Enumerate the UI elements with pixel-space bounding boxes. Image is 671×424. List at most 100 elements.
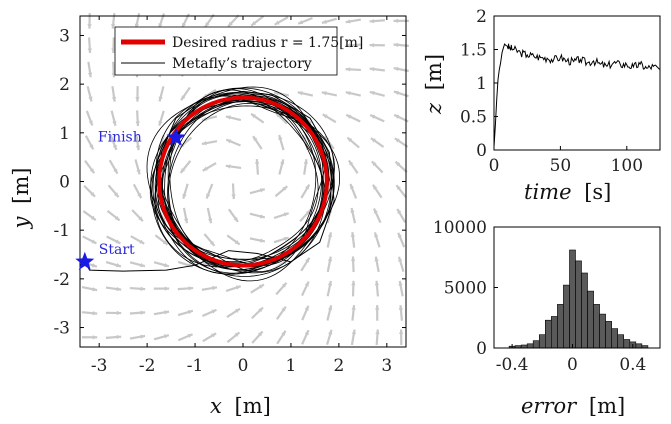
field-arrow-head xyxy=(135,121,140,126)
histogram-bar xyxy=(593,304,600,349)
trajectory-ylabel-unit: [m] xyxy=(9,168,33,204)
field-arrow-head xyxy=(235,285,241,290)
histogram-bar xyxy=(563,284,570,349)
field-arrow-head xyxy=(116,310,122,316)
field-arrow-head xyxy=(92,287,98,292)
field-arrow-head xyxy=(350,232,356,237)
field-arrow-head xyxy=(274,20,280,25)
trajectory-ytick-label: -3 xyxy=(53,319,70,339)
field-arrow-head xyxy=(298,20,304,25)
field-arrow-head xyxy=(88,96,93,102)
field-arrow-head xyxy=(369,90,375,96)
trajectory-xtick-label: -1 xyxy=(187,356,204,376)
histogram-bar xyxy=(617,334,625,349)
trajectory-xlabel-var: x xyxy=(210,394,222,418)
field-arrow-head xyxy=(188,286,194,291)
field-arrow-head xyxy=(370,114,376,119)
field-arrow-head xyxy=(275,112,281,118)
error-histogram: -0.4 0 0.4 0 5000 10000 error [m] xyxy=(433,218,661,418)
field-arrow-head xyxy=(201,141,207,146)
field-arrow-head xyxy=(163,262,169,268)
trajectory-plot: -3 -2 -1 0 1 2 3 -3 -2 -1 0 1 2 3 Start Finish Desire… xyxy=(9,13,409,418)
field-arrow-head xyxy=(137,193,142,199)
field-arrow-head xyxy=(305,184,310,190)
start-annotation: Start xyxy=(99,242,135,258)
start-marker xyxy=(75,251,95,270)
field-arrow-head xyxy=(303,159,308,164)
field-arrow-head xyxy=(87,48,92,53)
field-arrow-head xyxy=(397,208,402,214)
field-arrow-head xyxy=(369,18,375,24)
field-arrow-head xyxy=(398,305,404,310)
field-arrow-head xyxy=(397,232,402,238)
altitude-ytick-label: 0 xyxy=(476,141,487,161)
trajectory-ytick-label: 0 xyxy=(59,173,70,193)
trajectory-xlabel-unit: [m] xyxy=(235,394,271,418)
field-arrow-head xyxy=(348,160,354,166)
field-arrow-head xyxy=(114,215,120,221)
field-arrow-head xyxy=(304,281,309,287)
field-arrow-head xyxy=(374,280,380,286)
field-arrow-head xyxy=(283,212,289,217)
field-arrow-head xyxy=(162,240,168,245)
histogram-xlabel-var: error xyxy=(521,394,578,418)
field-arrow-head xyxy=(393,18,399,24)
field-arrow-head xyxy=(206,193,211,199)
field-arrow-head xyxy=(374,232,379,238)
field-arrow-head xyxy=(281,330,286,336)
field-arrow-head xyxy=(164,310,170,315)
histogram-bar xyxy=(532,340,540,349)
field-arrow-head xyxy=(328,329,333,335)
field-arrow-head xyxy=(346,114,352,119)
field-arrow-head xyxy=(373,208,378,214)
altitude-series-line xyxy=(493,43,661,147)
field-arrow-head xyxy=(208,218,213,224)
field-arrow-head xyxy=(180,168,186,173)
field-arrow-head xyxy=(304,305,309,311)
finish-marker xyxy=(166,127,186,146)
field-arrow-head xyxy=(375,305,380,310)
field-arrow-head xyxy=(205,22,210,28)
field-arrow-head xyxy=(258,284,264,289)
histogram-bar xyxy=(623,339,631,349)
histogram-bar xyxy=(587,290,594,349)
field-arrow-head xyxy=(350,207,355,213)
field-arrow-head xyxy=(201,116,207,122)
field-arrow-head xyxy=(135,97,140,102)
field-arrow-head xyxy=(254,159,260,164)
field-arrow-head xyxy=(212,285,218,291)
field-arrow-head xyxy=(225,164,231,169)
trajectory-ytick-label: -2 xyxy=(53,270,70,290)
trajectory-xtick-label: 3 xyxy=(381,356,392,376)
field-arrow-head xyxy=(91,263,97,268)
field-arrow-head xyxy=(89,144,94,150)
field-arrow-head xyxy=(395,161,401,167)
histogram-xtick-label: 0.4 xyxy=(619,355,646,375)
histogram-bar xyxy=(550,316,558,349)
field-arrow-head xyxy=(394,114,400,119)
altitude-ytick-label: 2 xyxy=(476,7,487,27)
field-arrow-head xyxy=(90,191,96,197)
field-arrow-head xyxy=(327,256,333,262)
histogram-xtick-label: -0.4 xyxy=(496,355,529,375)
field-arrow-head xyxy=(89,168,95,174)
field-arrow-head xyxy=(322,114,328,119)
altitude-xtick-label: 50 xyxy=(550,156,572,176)
field-arrow-head xyxy=(372,184,378,190)
histogram-ytick-label: 0 xyxy=(476,339,487,359)
desired-radius-circle xyxy=(157,95,329,268)
field-arrow-head xyxy=(281,306,286,312)
altitude-ylabel-unit: [m] xyxy=(422,54,446,90)
field-arrow-head xyxy=(202,166,208,171)
field-arrow-head xyxy=(111,23,116,29)
field-arrow-head xyxy=(226,139,232,144)
field-arrow-head xyxy=(375,329,380,335)
altitude-ytick-label: 1 xyxy=(476,74,487,94)
trajectory-ytick-label: 3 xyxy=(59,26,70,46)
trajectory-xtick-label: 1 xyxy=(286,356,297,376)
altitude-ylabel-var: z xyxy=(422,102,446,115)
field-arrow-head xyxy=(88,120,93,126)
field-arrow-head xyxy=(370,138,376,143)
field-arrow-head xyxy=(253,136,258,142)
trajectory-xlabel: x [m] xyxy=(210,394,271,418)
